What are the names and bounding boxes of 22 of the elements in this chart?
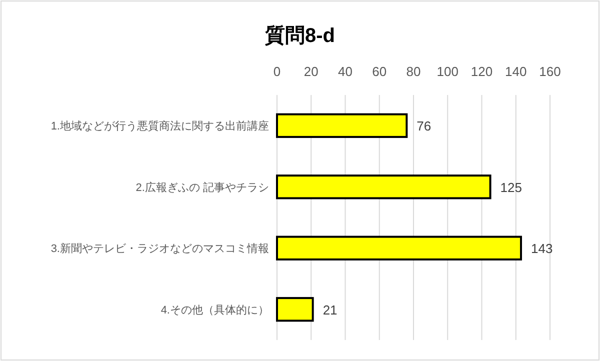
data-label: 143 [530,241,553,256]
x-tick-label: 40 [338,64,352,79]
x-tick-label: 140 [505,64,527,79]
bar [276,236,522,260]
x-tick-label: 120 [470,64,493,79]
data-label: 21 [322,302,338,318]
data-label: 125 [500,180,522,195]
y-tick-label: 1.地域などが行う悪質商法に関する出前講座 [50,120,269,133]
data-label: 76 [416,118,432,134]
x-tick-label: 80 [406,64,421,79]
bar [276,174,492,200]
y-tick-label: 3.新聞やテレビ・ラジオなどのマスコミ情報 [50,242,269,256]
x-tick-label: 20 [304,64,318,79]
y-tick-label: 4.その他（具体的に） [160,304,269,316]
x-tick-label: 0 [273,64,281,79]
x-tick-label: 100 [436,64,458,79]
y-tick-label: 2.広報ぎふの 記事やチラシ [136,180,269,194]
bar [276,297,314,322]
chart-title: 質問8-d [264,24,335,47]
x-tick-label: 60 [372,64,387,79]
bar [276,113,408,138]
x-tick-label: 160 [539,64,561,79]
